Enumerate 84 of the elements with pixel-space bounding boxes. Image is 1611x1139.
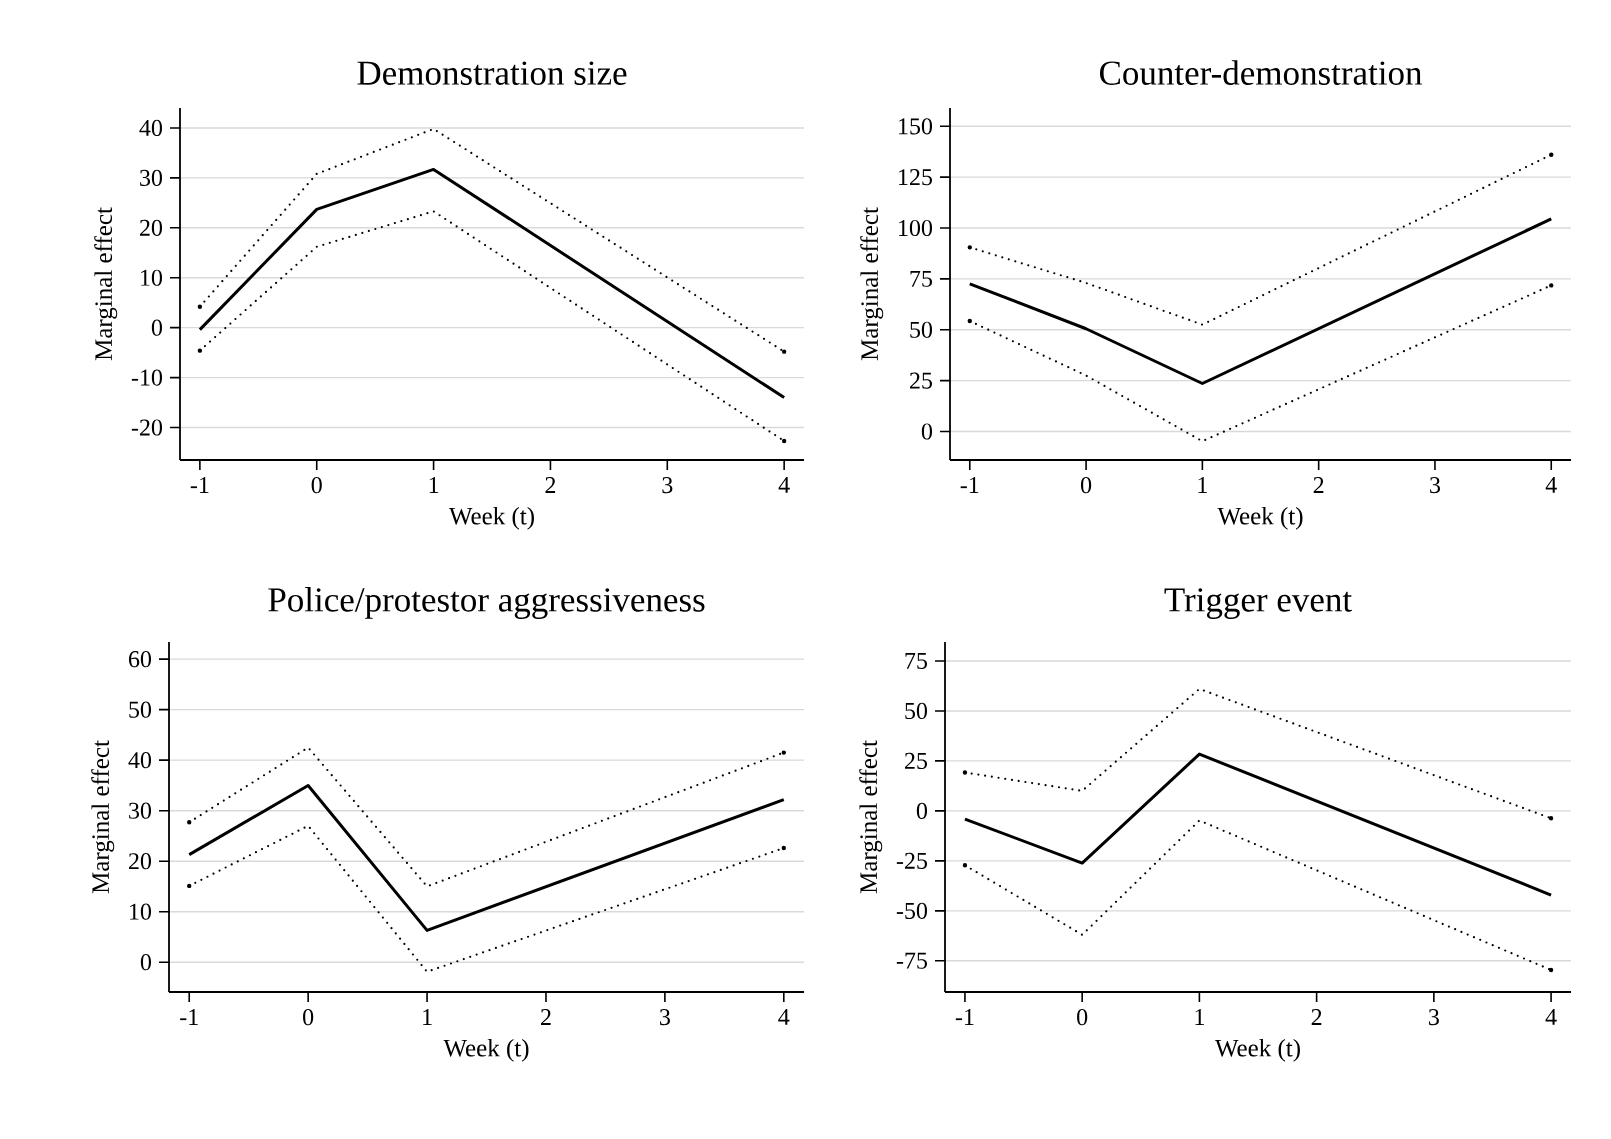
point <box>962 770 968 775</box>
x-axis-title: Week (t) <box>443 1038 529 1062</box>
y-tick-label: 0 <box>916 802 928 819</box>
point <box>187 883 192 889</box>
point <box>1549 152 1554 157</box>
x-tick-label: 0 <box>1080 477 1092 494</box>
y-axis-title: Marginal effect <box>94 207 118 361</box>
x-tick-label: -1 <box>180 1009 198 1025</box>
y-tick-label: -75 <box>896 952 928 969</box>
x-axis-title: Week (t) <box>1214 1038 1300 1062</box>
y-tick-label: 20 <box>129 853 152 870</box>
y-tick-label: 10 <box>130 903 152 920</box>
y-tick-label: 50 <box>910 321 933 338</box>
point <box>197 348 203 353</box>
x-axis-title: Week (t) <box>448 506 534 530</box>
chart-title: Counter-demonstration <box>1099 60 1422 85</box>
point <box>781 845 786 851</box>
x-tick-label: 1 <box>1195 1009 1204 1025</box>
point <box>962 863 968 868</box>
x-tick-label: -1 <box>190 477 209 493</box>
x-axis-title: Week (t) <box>1217 506 1303 530</box>
y-axis-title: Marginal effect <box>91 740 115 894</box>
x-tick-label: 3 <box>1429 1009 1439 1026</box>
y-tick-label: -20 <box>131 419 163 436</box>
y-tick-label: 20 <box>140 219 163 236</box>
line-series <box>198 167 786 400</box>
x-tick-label: 3 <box>660 1009 670 1026</box>
x-tick-label: 4 <box>778 1009 790 1025</box>
y-tick-label: 30 <box>129 802 152 819</box>
x-tick-label: 2 <box>1313 477 1324 493</box>
y-tick-label: 30 <box>140 169 163 186</box>
y-tick-label: -25 <box>896 852 928 869</box>
y-tick-label: 50 <box>905 702 928 720</box>
y-tick-label: -10 <box>131 369 163 386</box>
x-tick-label: 3 <box>1430 477 1441 494</box>
line-series <box>187 783 786 932</box>
x-tick-label: 0 <box>311 477 322 494</box>
point <box>187 820 192 825</box>
x-tick-label: 1 <box>423 1009 432 1025</box>
x-tick-label: 1 <box>429 477 439 493</box>
point <box>781 750 786 755</box>
y-tick-label: 75 <box>910 270 933 287</box>
x-tick-label: 1 <box>1198 477 1207 493</box>
point <box>1549 283 1554 288</box>
x-tick-label: 3 <box>662 477 673 494</box>
point <box>1548 816 1554 821</box>
y-tick-label: 0 <box>151 319 163 336</box>
point <box>967 245 972 250</box>
x-tick-label: 0 <box>303 1009 314 1026</box>
x-tick-label: 2 <box>1311 1009 1322 1025</box>
line-series <box>963 752 1553 897</box>
y-tick-label: 0 <box>140 954 152 971</box>
y-tick-label: 60 <box>128 651 152 668</box>
y-axis-title: Marginal effect <box>860 207 884 361</box>
y-tick-label: -50 <box>896 902 928 919</box>
y-tick-label: 75 <box>905 652 928 669</box>
chart-title: Police/protestor aggressiveness <box>268 587 705 619</box>
x-tick-label: 2 <box>541 1009 551 1025</box>
x-tick-label: -1 <box>960 477 979 493</box>
line-series <box>968 217 1553 385</box>
point <box>967 318 972 324</box>
y-tick-label: 40 <box>139 119 163 137</box>
x-tick-label: 0 <box>1077 1009 1088 1026</box>
y-tick-label: 0 <box>921 423 933 440</box>
y-tick-label: 100 <box>899 219 933 237</box>
y-tick-label: 50 <box>129 701 152 718</box>
chart-title: Trigger event <box>1164 588 1352 619</box>
x-tick-label: 4 <box>1545 1009 1557 1025</box>
point <box>781 349 787 354</box>
y-tick-label: 25 <box>910 372 933 389</box>
point <box>781 438 787 444</box>
y-tick-label: 125 <box>899 169 933 186</box>
x-tick-label: 4 <box>778 477 790 493</box>
y-tick-label: 10 <box>141 269 163 286</box>
x-tick-label: 2 <box>545 477 556 493</box>
y-tick-label: 150 <box>899 118 933 135</box>
chart-title: Demonstration size <box>357 61 627 85</box>
point <box>1548 967 1554 973</box>
y-axis-title: Marginal effect <box>859 740 883 894</box>
x-tick-label: 4 <box>1545 477 1557 493</box>
x-tick-label: -1 <box>955 1009 974 1025</box>
point <box>197 304 203 309</box>
y-tick-label: 25 <box>905 752 928 769</box>
y-tick-label: 40 <box>128 752 152 769</box>
